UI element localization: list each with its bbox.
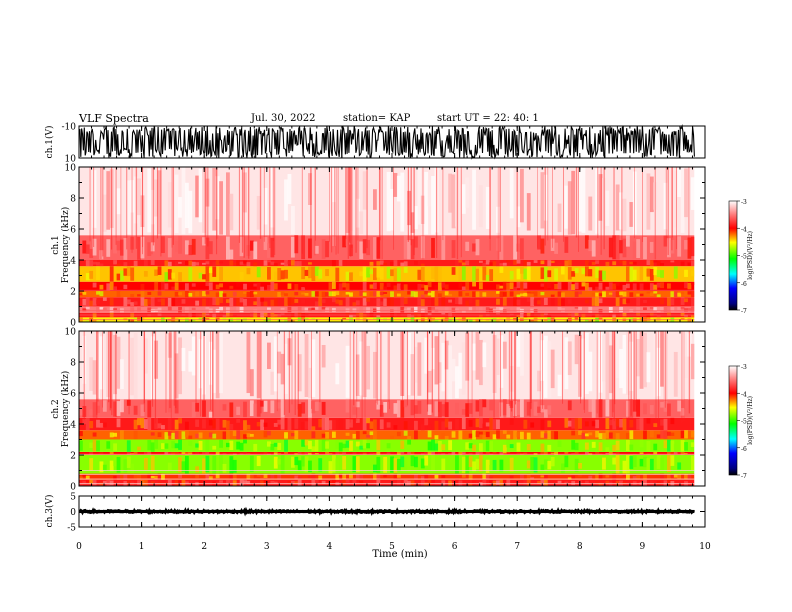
colorbar-gradient [728, 200, 738, 311]
colorbar-tick-label: -5 [741, 254, 747, 261]
x-tick-label: 8 [577, 542, 583, 552]
colorbar-tick-label: -3 [741, 364, 747, 371]
colorbar-label: log(PSD)(V²/Hz) [747, 231, 754, 280]
waveform-trace [78, 123, 695, 160]
colorbar-tick-label: -7 [741, 473, 747, 480]
colorbar-tick-label: -4 [741, 391, 747, 398]
spectrogram-band [79, 291, 695, 298]
y-tick-label: 2 [70, 452, 76, 462]
y-tick-label: 0 [70, 319, 76, 329]
y-tick-label: -5 [67, 524, 76, 534]
y-tick-label: 8 [70, 195, 76, 205]
ch1-waveform-ylabel: ch.1(V) [44, 126, 55, 159]
y-tick-label: -10 [62, 123, 77, 133]
x-tick-label: 6 [452, 542, 458, 552]
colorbar-tick-label: -7 [741, 308, 747, 315]
x-tick-label: 2 [201, 542, 207, 552]
ch3-waveform-ylabel: ch.3(V) [44, 495, 55, 528]
date-label: Jul. 30, 2022 [251, 113, 316, 124]
spectrogram-texture [79, 331, 695, 486]
ch2-spectrogram-ylabel: ch.2Frequency (kHz) [51, 371, 71, 448]
spectrogram-texture [79, 167, 695, 322]
time-axis-label: Time (min) [372, 549, 427, 560]
ch2-spectrogram-panel: 0 2 4 6 8 10 [65, 328, 706, 493]
x-tick-label: 9 [640, 542, 646, 552]
ch1-spectrogram-ylabel: ch.1Frequency (kHz) [51, 207, 71, 284]
y-tick-label: 6 [70, 226, 76, 236]
waveform-trace [78, 506, 696, 517]
colorbar-tick-label: -6 [741, 281, 747, 288]
time-axis: 0 1 2 3 4 5 6 7 8 9 10 [76, 542, 711, 552]
ch1-spectrogram-panel: 0 2 4 6 8 10 [65, 164, 706, 329]
colorbar-label: log(PSD)(V²/Hz) [747, 396, 754, 445]
x-tick-label: 7 [514, 542, 520, 552]
x-tick-label: 0 [76, 542, 82, 552]
figure-title: VLF Spectra [79, 112, 149, 125]
y-tick-label: 6 [70, 390, 76, 400]
y-tick-label: 5 [70, 493, 76, 503]
y-tick-label: 0 [70, 483, 76, 493]
colorbar-gradient [728, 365, 738, 476]
x-tick-label: 4 [327, 542, 333, 552]
y-tick-label: 8 [70, 359, 76, 369]
spectrogram-band [79, 479, 695, 486]
x-tick-label: 1 [139, 542, 145, 552]
ch2-colorbar: -3 -4 -5 -6 -7 log(PSD)(V²/Hz) [728, 364, 754, 480]
x-tick-label: 3 [264, 542, 270, 552]
y-tick-label: 4 [70, 257, 76, 267]
colorbar-tick-label: -5 [741, 419, 747, 426]
start-time-label: start UT = 22: 40: 1 [437, 113, 539, 124]
y-tick-label: 10 [65, 155, 77, 165]
y-tick-label: 2 [70, 288, 76, 298]
ch1-colorbar: -3 -4 -5 -6 -7 log(PSD)(V²/Hz) [728, 199, 754, 315]
colorbar-tick-label: -4 [741, 226, 747, 233]
station-label: station= KAP [343, 113, 411, 124]
x-tick-label: 10 [699, 542, 711, 552]
y-tick-label: 10 [65, 164, 77, 174]
spectrogram-band [79, 306, 695, 313]
colorbar-tick-label: -6 [741, 446, 747, 453]
y-tick-label: 10 [65, 328, 77, 338]
y-tick-label: 4 [70, 421, 76, 431]
spectrogram-band [79, 430, 695, 440]
ch3-waveform-panel: -5 0 5 [67, 493, 706, 534]
x-tick-label: 5 [389, 542, 395, 552]
ch1-waveform-panel: 10 -10 [62, 123, 706, 165]
colorbar-tick-label: -3 [741, 199, 747, 206]
y-tick-label: 0 [70, 508, 76, 518]
